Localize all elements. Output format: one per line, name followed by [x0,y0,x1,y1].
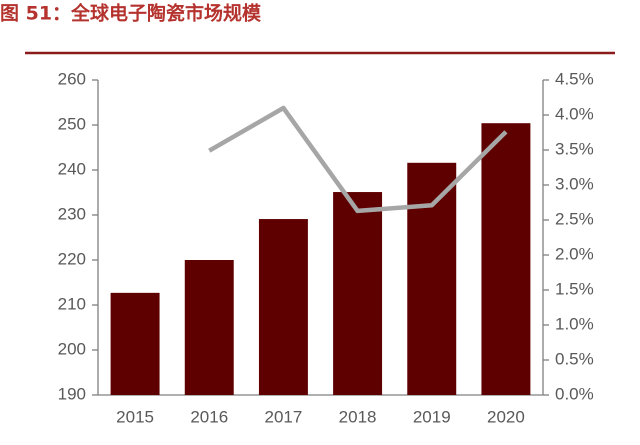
chart-title: 图 51：全球电子陶瓷市场规模 [0,2,262,25]
y2-tick-label: 3.0% [555,174,594,193]
y2-tick-label: 1.0% [555,314,594,333]
y-tick-label: 210 [58,294,86,313]
y-tick-label: 250 [58,114,86,133]
x-tick-label: 2017 [265,407,303,426]
bar [184,260,234,395]
y-tick-label: 230 [58,204,86,223]
y2-tick-label: 2.0% [555,244,594,263]
x-tick-label: 2016 [190,407,228,426]
line [208,105,508,214]
y2-tick-label: 4.5% [555,69,594,88]
y2-tick-label: 0.5% [555,349,594,368]
y-tick-label: 200 [58,339,86,358]
bar [258,219,308,395]
y-tick-label: 260 [58,69,86,88]
y-tick-label: 190 [58,384,86,403]
y2-tick-label: 4.0% [555,104,594,123]
bar [333,192,383,395]
y2-tick-label: 3.5% [555,139,594,158]
bar [110,292,160,395]
y-tick-label: 240 [58,159,86,178]
x-tick-label: 2018 [339,407,377,426]
bar [481,123,531,395]
x-tick-label: 2019 [413,407,451,426]
x-tick-label: 2020 [487,407,525,426]
x-tick-label: 2015 [116,407,154,426]
y2-tick-label: 0.0% [555,384,594,403]
bar [407,162,457,395]
y2-tick-label: 1.5% [555,279,594,298]
y2-tick-label: 2.5% [555,209,594,228]
y-tick-label: 220 [58,249,86,268]
